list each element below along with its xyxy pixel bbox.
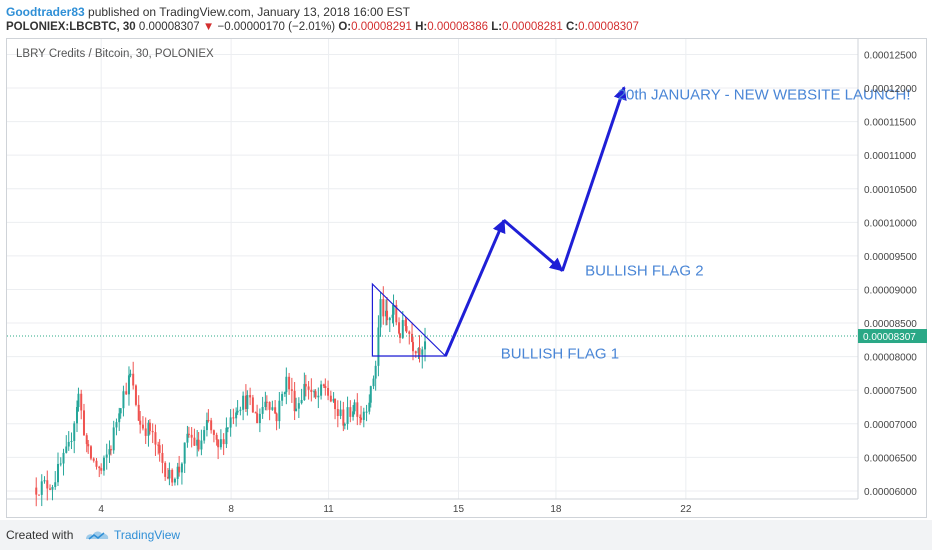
chart-header: Goodtrader83 published on TradingView.co… — [0, 0, 932, 38]
ohlc-line: POLONIEX:LBCBTC, 30 0.00008307 ▼ −0.0000… — [6, 21, 639, 33]
open-value: 0.00008291 — [351, 21, 412, 33]
open-label: O: — [338, 21, 352, 33]
publish-info: published on TradingView.com, January 13… — [84, 5, 411, 19]
tradingview-brand[interactable]: TradingView — [114, 528, 181, 542]
symbol-label: POLONIEX:LBCBTC, 30 — [6, 21, 136, 33]
close-label: C: — [566, 21, 579, 33]
chart-frame[interactable] — [6, 38, 927, 518]
author-link[interactable]: Goodtrader83 — [6, 5, 85, 19]
created-with-label: Created with — [6, 528, 74, 542]
change-value: −0.00000170 (−2.01%) — [217, 21, 336, 33]
low-label: L: — [491, 21, 503, 33]
low-value: 0.00008281 — [502, 21, 563, 33]
down-triangle-icon: ▼ — [202, 21, 215, 33]
close-value: 0.00008307 — [578, 21, 639, 33]
tradingview-logo-icon — [86, 531, 109, 540]
last-price: 0.00008307 — [138, 21, 200, 33]
high-value: 0.00008386 — [427, 21, 488, 33]
publish-line: Goodtrader83 published on TradingView.co… — [6, 5, 410, 19]
footer-bar: Created with TradingView — [0, 520, 932, 550]
high-label: H: — [415, 21, 428, 33]
